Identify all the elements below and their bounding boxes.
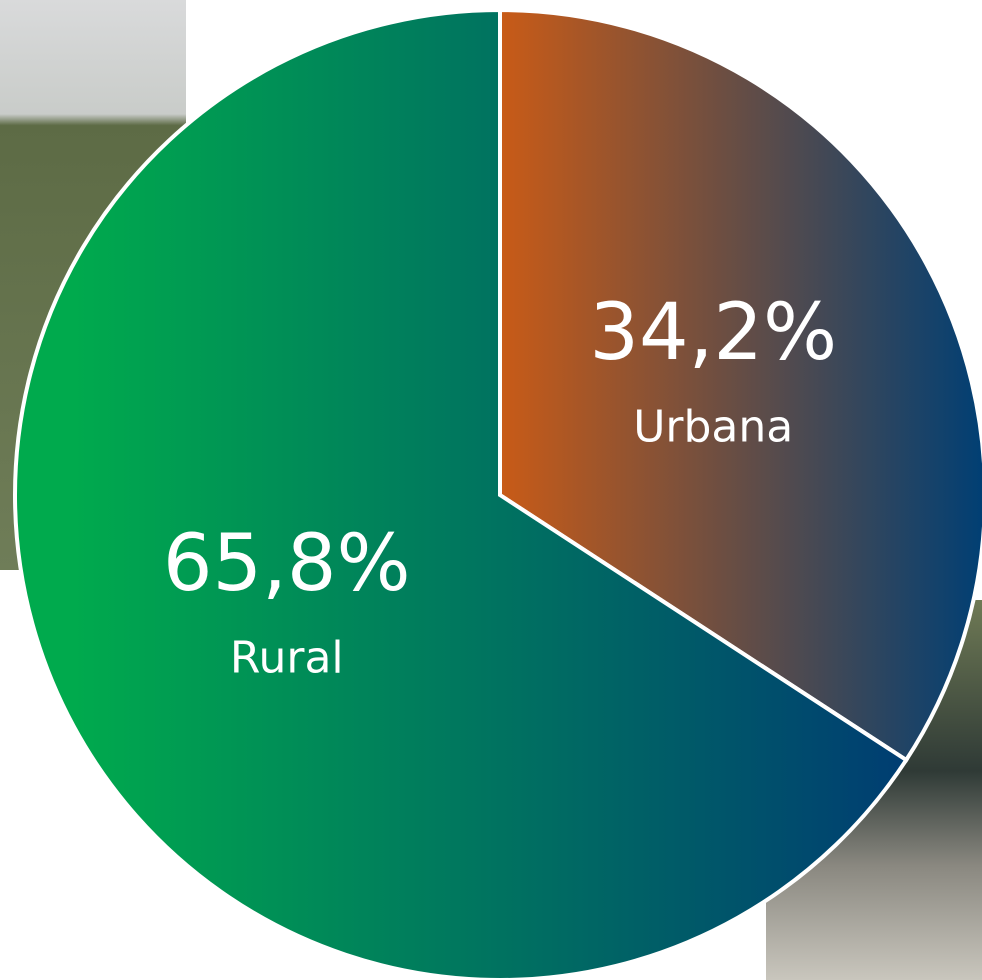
- value-label: 34,2%: [589, 288, 837, 378]
- category-label: Urbana: [633, 402, 793, 453]
- value-label: 65,8%: [163, 519, 411, 609]
- category-label: Rural: [230, 632, 344, 683]
